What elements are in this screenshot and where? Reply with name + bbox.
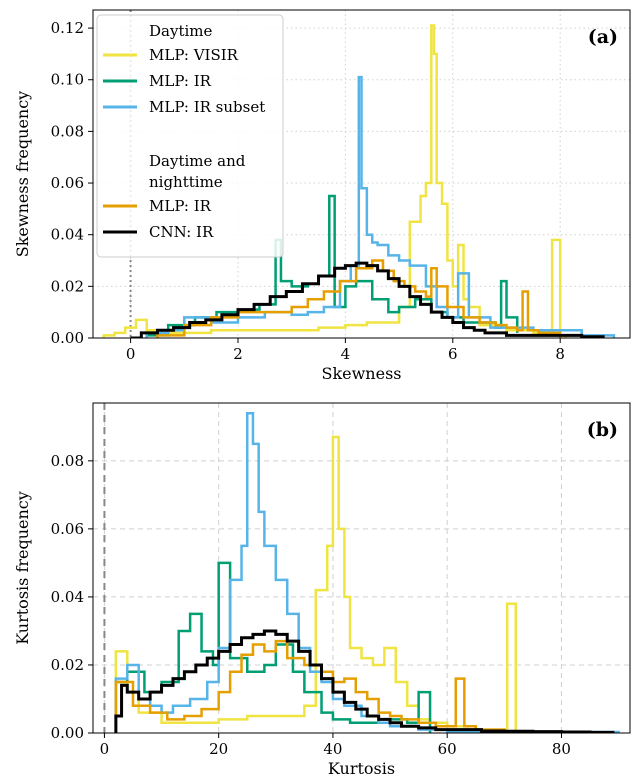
legend-group-title: Daytime and <box>149 152 246 170</box>
series-line-mlp-ir-1 <box>114 561 432 733</box>
legend-entry-mlp-visir: MLP: VISIR <box>149 46 239 64</box>
x-tick-label: 0 <box>100 740 110 758</box>
legend-box <box>96 14 284 258</box>
x-tick-label: 20 <box>209 740 228 758</box>
y-tick-label: 0.12 <box>51 19 84 37</box>
series-line-mlp-ir-subset-2 <box>145 75 616 338</box>
x-tick-label: 6 <box>448 345 458 363</box>
x-tick-label: 4 <box>341 345 351 363</box>
x-axis-label: Kurtosis <box>328 759 395 778</box>
legend-entry-mlp-ir-subset: MLP: IR subset <box>149 98 265 116</box>
legend: Daytime MLP: VISIR MLP: IR MLP: IR subset Da… <box>96 14 284 258</box>
y-tick-label: 0.06 <box>51 174 84 192</box>
x-tick-label: 0 <box>126 345 136 363</box>
x-tick-label: 80 <box>552 740 571 758</box>
x-tick-label: 60 <box>438 740 457 758</box>
y-axis-label: Skewness frequency <box>13 91 32 257</box>
panel-label: (a) <box>588 26 618 48</box>
y-tick-label: 0.02 <box>51 277 84 295</box>
series-line-mlp-ir-3 <box>114 639 563 733</box>
legend-group-title: Daytime <box>149 22 212 40</box>
series-group <box>102 24 616 338</box>
panel-label: (b) <box>587 419 618 441</box>
series-line-cnn-ir-4 <box>114 629 615 733</box>
x-tick-label: 8 <box>555 345 565 363</box>
axes-frame <box>92 9 631 339</box>
legend-entry-cnn-ir: CNN: IR <box>149 223 214 241</box>
legend-group-title: nighttime <box>149 173 223 191</box>
skewness-panel: 0 2 4 6 8 0.00 0.02 0.04 0.06 0.08 0.10 0.12 Skewnes… <box>13 9 631 383</box>
axes-frame <box>92 402 631 734</box>
y-tick-label: 0.08 <box>51 452 84 470</box>
legend-entry-mlp-ir: MLP: IR <box>149 72 212 90</box>
x-axis-label: Skewness <box>321 364 401 383</box>
y-tick-label: 0.00 <box>51 329 84 347</box>
x-tick-label: 40 <box>323 740 342 758</box>
series-line-cnn-ir-4 <box>130 261 605 338</box>
y-tick-label: 0.08 <box>51 122 84 140</box>
legend-entry-mlp-ir: MLP: IR <box>149 197 212 215</box>
y-axis-label: Kurtosis frequency <box>13 491 32 645</box>
y-tick-label: 0.04 <box>51 226 84 244</box>
kurtosis-panel: 0 20 40 60 80 0.00 0.02 0.04 0.06 0.08 Kurtosis Kur… <box>13 402 631 778</box>
y-tick-label: 0.06 <box>51 520 84 538</box>
x-tick-label: 2 <box>233 345 243 363</box>
series-line-mlp-visir-0 <box>114 435 517 733</box>
series-line-mlp-ir-3 <box>156 259 562 338</box>
series-group <box>114 411 620 733</box>
y-tick-label: 0.00 <box>51 724 84 742</box>
y-tick-label: 0.04 <box>51 588 84 606</box>
y-tick-label: 0.02 <box>51 656 84 674</box>
y-tick-label: 0.10 <box>51 71 84 89</box>
